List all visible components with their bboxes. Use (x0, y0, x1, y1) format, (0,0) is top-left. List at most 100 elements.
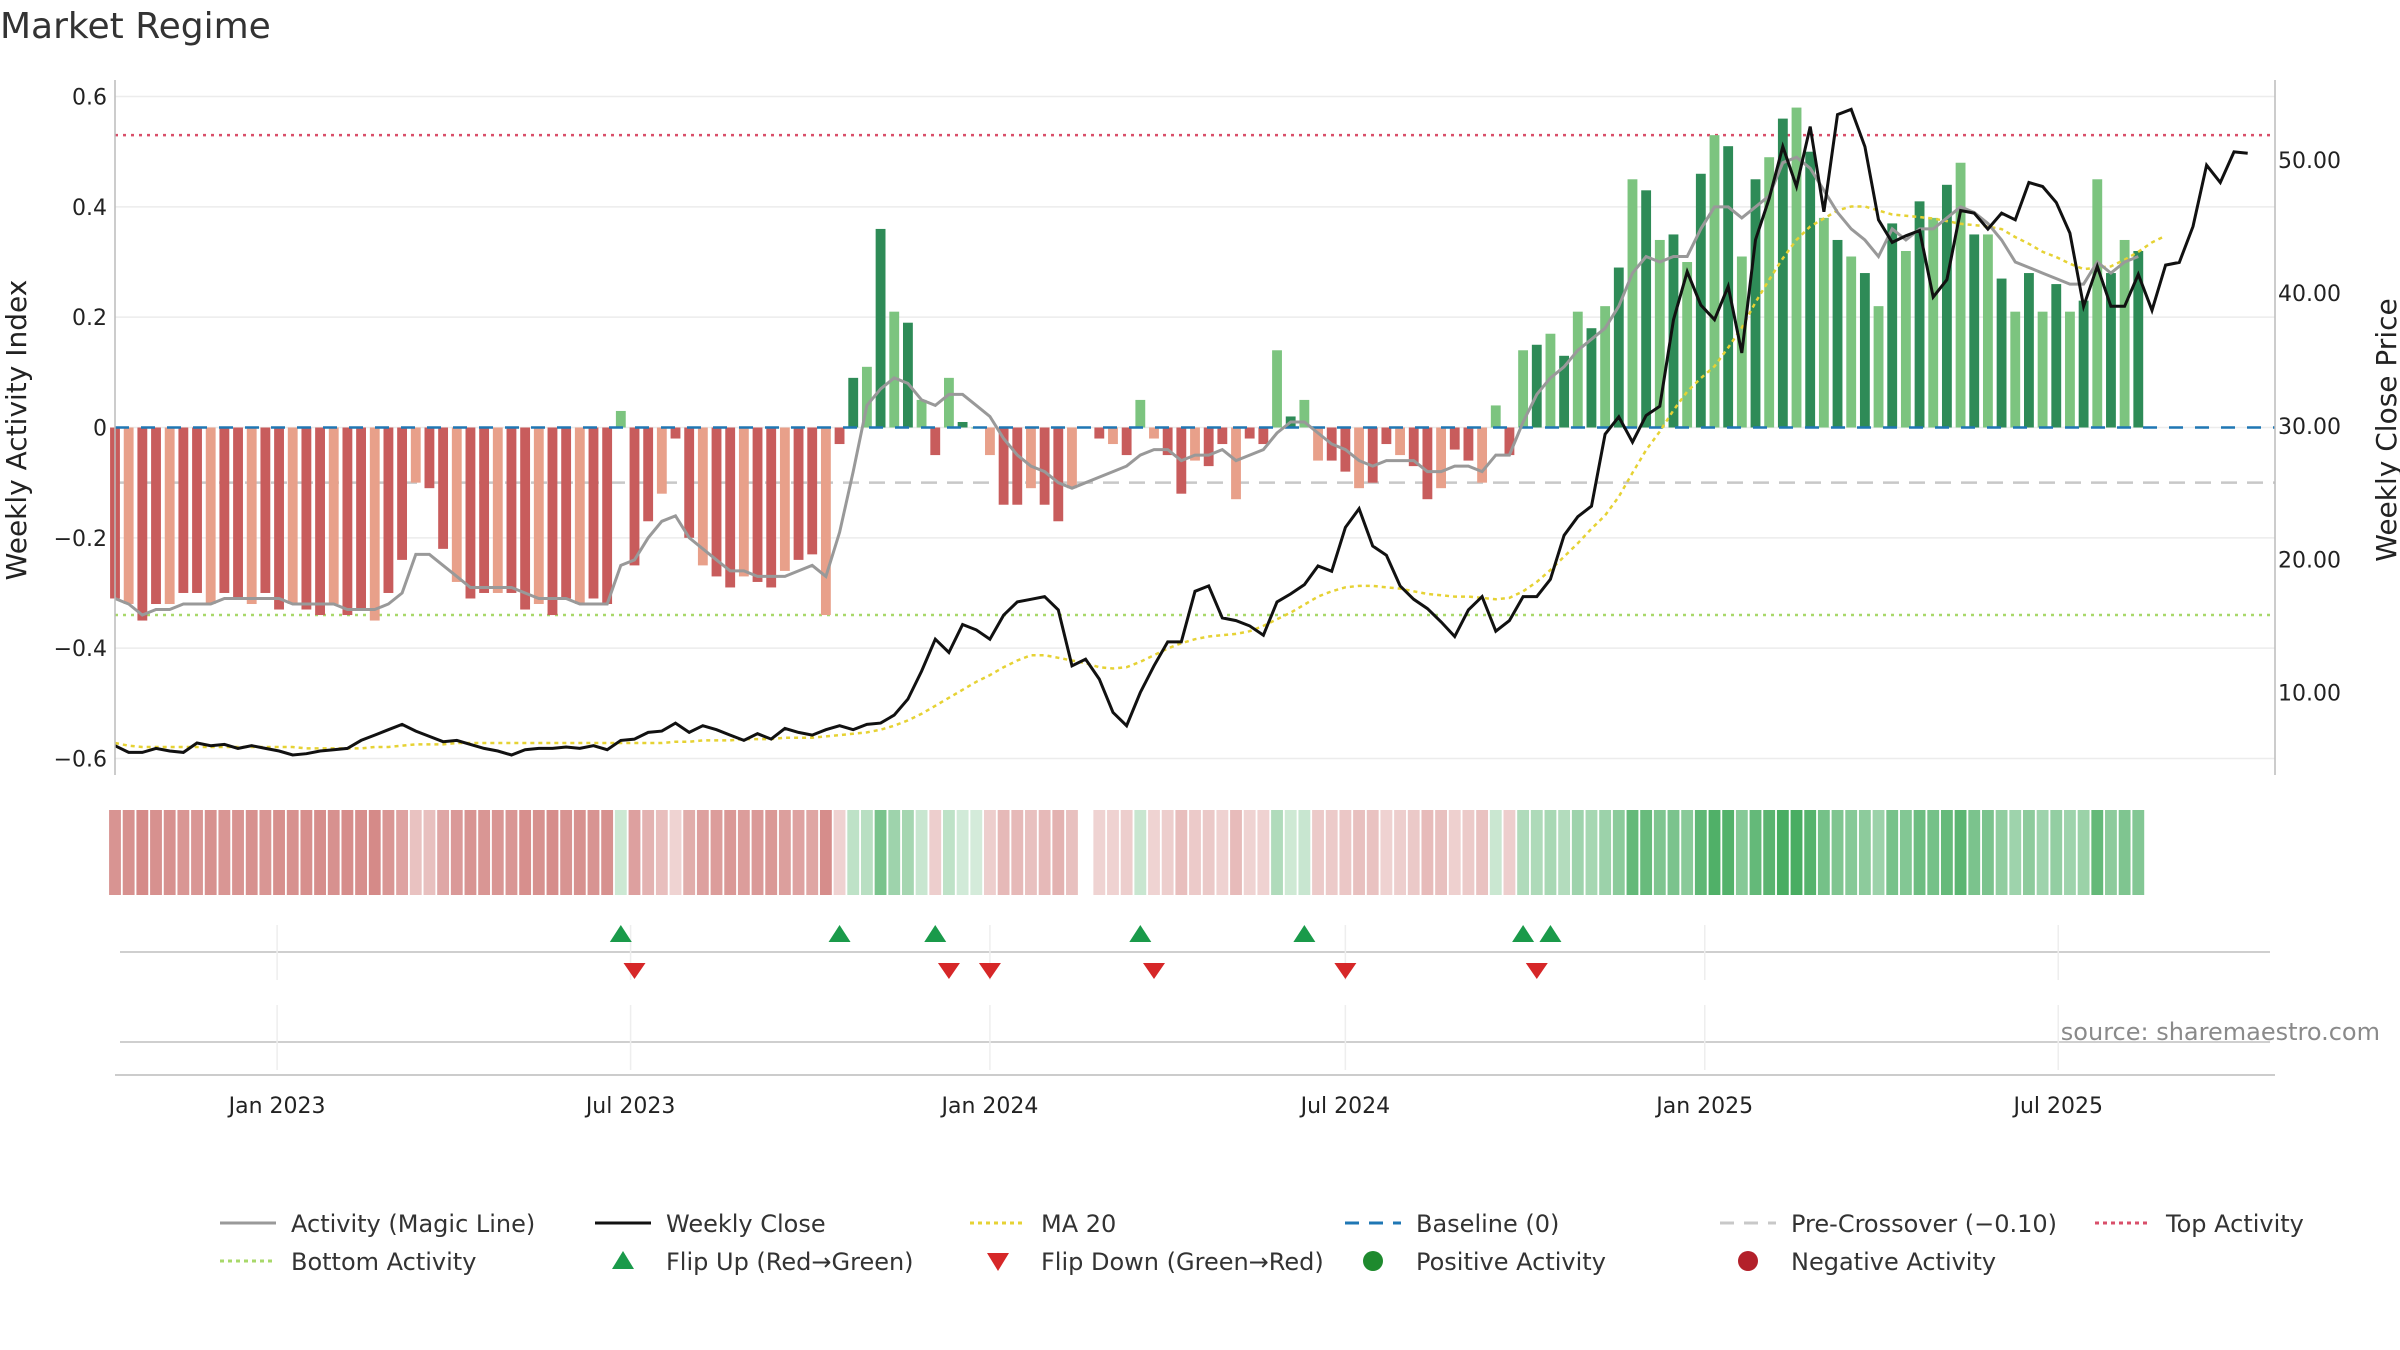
regime-strip-cell (464, 810, 477, 895)
activity-bar (246, 427, 257, 605)
activity-bar (1955, 162, 1966, 428)
regime-strip-cell (1858, 810, 1871, 895)
activity-bar (164, 427, 175, 605)
activity-bar (793, 427, 804, 560)
regime-strip-cell (1722, 810, 1735, 895)
regime-strip-cell (1489, 810, 1502, 895)
x-tick-label: Jan 2023 (227, 1094, 326, 1119)
regime-strip-cell (491, 810, 504, 895)
y2-tick-label: 10.00 (2278, 681, 2341, 706)
activity-bar (1039, 427, 1050, 505)
regime-strip-cell (1011, 810, 1024, 895)
activity-bar (820, 427, 831, 616)
regime-strip-cell (1038, 810, 1051, 895)
activity-bar (1313, 427, 1323, 461)
flip-up-marker (828, 925, 851, 942)
regime-strip-cell (2105, 810, 2117, 895)
regime-strip-cell (1312, 810, 1324, 895)
regime-strip-cell (997, 810, 1010, 895)
regime-strip-cell (1558, 810, 1571, 895)
regime-strip-cell (286, 810, 299, 895)
regime-strip-cell (1749, 810, 1762, 895)
regime-strip-cell (1845, 810, 1858, 895)
activity-bar (151, 427, 161, 605)
activity-bar (1258, 427, 1269, 445)
activity-bar (1613, 267, 1624, 428)
regime-strip-cell (1544, 810, 1557, 895)
regime-strip-cell (956, 810, 969, 895)
activity-bar (1408, 427, 1419, 467)
activity-bar (670, 427, 681, 439)
regime-strip-cell (1298, 810, 1311, 895)
activity-bar (1463, 427, 1474, 461)
regime-strip-cell (669, 810, 682, 895)
activity-bar (779, 427, 790, 571)
activity-bar (615, 410, 626, 428)
y2-tick-label: 30.00 (2278, 415, 2341, 440)
regime-strip-cell (1612, 810, 1625, 895)
y-tick-label: 0.6 (72, 86, 107, 111)
y-tick-label: −0.4 (54, 637, 107, 662)
y-tick-label: 0.4 (72, 196, 107, 221)
regime-strip-cell (1694, 810, 1707, 895)
regime-strip-cell (409, 810, 422, 895)
activity-bar (711, 427, 722, 577)
flip-down-marker (1142, 963, 1165, 979)
flip-down-marker (1334, 963, 1357, 979)
legend-item: Baseline (0) (1345, 1210, 1559, 1238)
regime-strip-cell (519, 810, 532, 895)
regime-strip-cell (751, 810, 764, 895)
activity-bar (1067, 427, 1077, 489)
activity-bar (1846, 256, 1857, 428)
activity-bars (110, 107, 2144, 621)
legend-item: Top Activity (2095, 1210, 2304, 1238)
regime-strip-cell (860, 810, 873, 895)
regime-strip-cell (888, 810, 901, 895)
regime-strip-cell (1366, 810, 1379, 895)
regime-strip-cell (177, 810, 190, 895)
flip-down-marker (937, 963, 960, 979)
activity-bar (1668, 234, 1679, 428)
regime-strip-cell (273, 810, 285, 895)
activity-bar (219, 427, 230, 593)
activity-bar (1572, 311, 1583, 428)
activity-bar (1600, 306, 1611, 428)
regime-strip-cell (778, 810, 791, 895)
activity-bar (1135, 399, 1146, 428)
y2-axis-label: Weekly Close Price (2370, 298, 2400, 561)
activity-bar (1791, 107, 1802, 428)
regime-strip-cell (560, 810, 573, 895)
activity-bar (137, 427, 148, 621)
regime-strip-cell (355, 810, 367, 895)
regime-strip-cell (368, 810, 381, 895)
regime-strip-cell (532, 810, 545, 895)
flip-up-marker (1293, 925, 1316, 942)
activity-bar (1709, 135, 1720, 428)
activity-bar (192, 427, 202, 593)
activity-bar (465, 427, 476, 599)
activity-bar (588, 427, 599, 599)
activity-bar (1026, 427, 1036, 489)
activity-bar (1586, 328, 1597, 428)
activity-bar (1750, 179, 1761, 428)
regime-strip-cell (1421, 810, 1434, 895)
legend-item: MA 20 (970, 1210, 1116, 1238)
activity-bar (1272, 350, 1282, 428)
regime-strip-cell (478, 810, 491, 895)
legend-label: Positive Activity (1416, 1248, 1606, 1276)
activity-bar (301, 427, 312, 610)
flip-down-marker (1525, 963, 1548, 979)
activity-bar (602, 427, 613, 605)
flip-down-marker (623, 963, 646, 979)
activity-bar (1244, 427, 1255, 439)
axes: 0.6 0.4 0.2 0 −0.2 −0.4 −0.6 50.00 40.00 30.00 20.… (54, 80, 2341, 1119)
y-tick-label: 0 (93, 417, 107, 442)
activity-bar (834, 427, 845, 445)
regime-strip-cell (1872, 810, 1885, 895)
legend-label: Top Activity (2165, 1210, 2304, 1238)
activity-bar (1504, 427, 1515, 456)
activity-bar (1422, 427, 1433, 500)
regime-strip-cell (546, 810, 559, 895)
regime-strip-cell (1380, 810, 1393, 895)
activity-bar (1969, 234, 1980, 428)
